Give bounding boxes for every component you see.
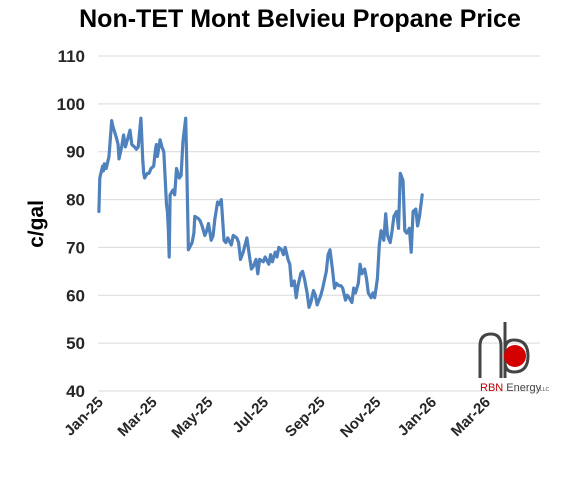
x-axis-ticks: Jan-25 Mar-25 May-25 Jul-25 Sep-25 Nov-25 Jan-…: [61, 394, 494, 442]
y-axis-label: c/gal: [25, 200, 48, 248]
logo-b-stroke: [503, 322, 530, 378]
logo-red-dot: [504, 345, 526, 367]
logo-brand-rest: Energy: [503, 382, 541, 394]
x-tick-label: Mar-25: [114, 394, 160, 440]
chart-title: Non-TET Mont Belvieu Propane Price: [79, 5, 521, 33]
grid: [98, 55, 540, 392]
y-tick-label: 100: [57, 95, 85, 114]
y-tick-label: 110: [58, 47, 85, 66]
logo-brand-text: RBN Energy: [480, 382, 542, 394]
rbn-energy-logo: RBN Energy LLC: [478, 322, 550, 394]
y-axis-ticks: 40 50 60 70 80 90 100 110: [57, 47, 85, 401]
x-tick-label: Mar-26: [448, 394, 494, 440]
logo-suffix: LLC: [540, 387, 550, 393]
logo-r-stroke: [478, 332, 503, 378]
y-tick-label: 60: [66, 286, 85, 305]
y-tick-label: 70: [66, 238, 85, 257]
y-tick-label: 40: [66, 382, 85, 401]
x-tick-label: Sep-25: [282, 394, 329, 441]
y-tick-label: 50: [66, 334, 85, 353]
x-tick-label: May-25: [168, 394, 216, 442]
logo-brand-red: RBN: [480, 382, 503, 394]
y-tick-label: 90: [66, 143, 85, 162]
x-tick-label: Jul-25: [229, 394, 272, 437]
x-tick-label: Jan-26: [395, 394, 441, 440]
price-series-line: [97, 116, 424, 309]
x-tick-label: Nov-25: [337, 394, 384, 441]
y-tick-label: 80: [66, 191, 85, 210]
